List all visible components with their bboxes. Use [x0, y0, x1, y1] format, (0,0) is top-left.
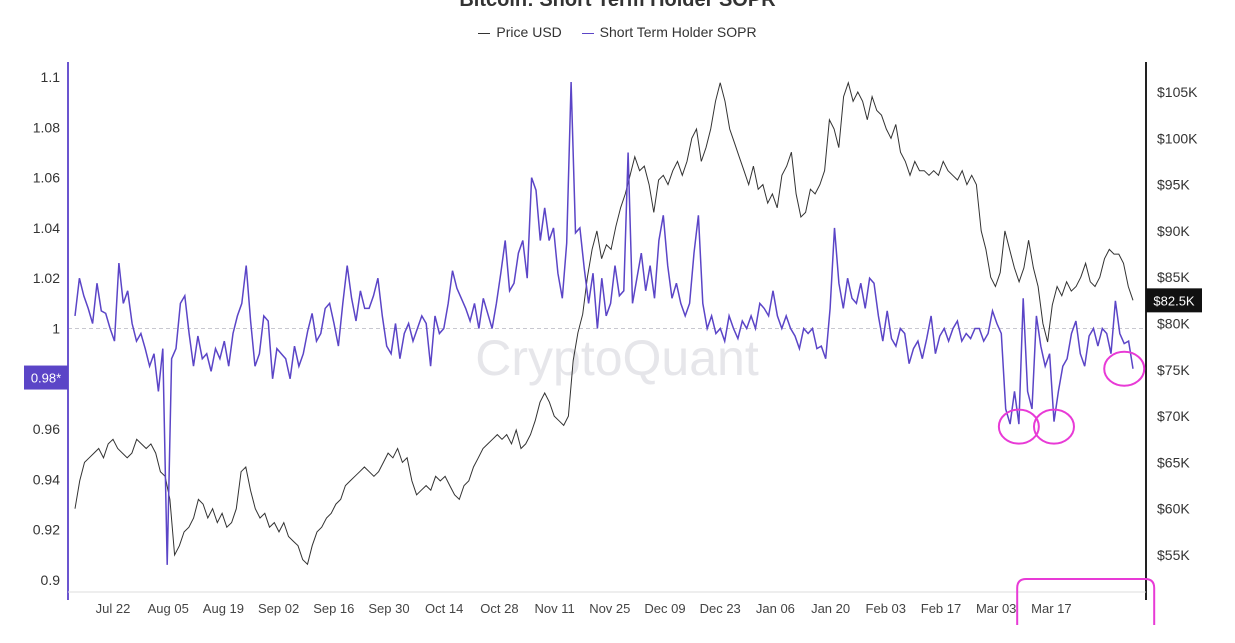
x-tick-label: Oct 14 [425, 601, 463, 616]
right-tick-label: $70K [1157, 408, 1190, 424]
x-tick-label: Nov 25 [589, 601, 630, 616]
sopr-line [74, 81, 1134, 565]
chart-title: Bitcoin: Short Term Holder SOPR [459, 0, 776, 11]
left-tick-label: 0.92 [33, 522, 60, 538]
left-tick-label: 0.9 [41, 572, 61, 588]
labels-layer: 1.11.081.061.041.0210.980.960.940.920.9$… [24, 69, 1202, 616]
right-tick-label: $85K [1157, 269, 1190, 285]
x-tick-label: Mar 17 [1031, 601, 1071, 616]
x-tick-label: Aug 19 [203, 601, 244, 616]
right-tick-label: $95K [1157, 177, 1190, 193]
legend-label-sopr: Short Term Holder SOPR [599, 24, 757, 40]
price-usd-line [74, 80, 1134, 566]
current-sopr-badge-label: 0.98* [31, 371, 61, 386]
left-tick-label: 1 [52, 321, 60, 337]
x-tick-label: Sep 16 [313, 601, 354, 616]
x-tick-label: Jan 06 [756, 601, 795, 616]
right-tick-label: $65K [1157, 454, 1190, 470]
left-tick-label: 1.1 [41, 69, 61, 85]
legend-item-price[interactable]: Price USD [478, 24, 562, 40]
left-tick-label: 1.02 [33, 270, 60, 286]
right-tick-label: $75K [1157, 362, 1190, 378]
x-tick-label: Feb 17 [921, 601, 961, 616]
current-price-badge [1146, 288, 1202, 313]
chart-legend[interactable]: Price USD Short Term Holder SOPR [0, 24, 1235, 40]
x-tick-label: Nov 11 [534, 601, 574, 616]
left-tick-label: 1.04 [33, 220, 60, 236]
legend-label-price: Price USD [496, 24, 562, 40]
x-tick-label: Sep 02 [258, 601, 299, 616]
annotation-layer [997, 350, 1156, 625]
current-sopr-badge [24, 365, 68, 390]
x-tick-label: Aug 05 [148, 601, 189, 616]
series-layer [74, 80, 1134, 566]
right-tick-label: $80K [1157, 316, 1190, 332]
x-tick-label: Dec 23 [700, 601, 741, 616]
axes-layer [67, 62, 1147, 600]
right-tick-label: $90K [1157, 223, 1190, 239]
legend-swatch-price [478, 32, 491, 34]
legend-swatch-sopr [581, 32, 594, 34]
x-tick-label: Jan 20 [811, 601, 850, 616]
left-tick-label: 1.08 [33, 119, 60, 135]
legend-item-sopr[interactable]: Short Term Holder SOPR [581, 24, 757, 40]
right-tick-label: $105K [1157, 84, 1198, 100]
watermark-text: CryptoQuant [475, 330, 759, 386]
x-tick-label: Oct 28 [480, 601, 518, 616]
x-tick-label: Mar 03 [976, 601, 1016, 616]
x-tick-label: Sep 30 [368, 601, 409, 616]
right-tick-label: $60K [1157, 501, 1190, 517]
highlight-circle [1032, 408, 1075, 445]
current-price-badge-label: $82.5K [1153, 293, 1195, 308]
highlight-circle [997, 408, 1040, 445]
left-tick-label: 0.96 [33, 421, 60, 437]
right-tick-label: $100K [1157, 130, 1198, 146]
highlight-circle [1103, 350, 1146, 387]
highlight-box [1016, 578, 1156, 625]
left-tick-label: 1.06 [33, 170, 60, 186]
x-tick-label: Dec 09 [644, 601, 685, 616]
right-tick-label: $55K [1157, 547, 1190, 563]
x-tick-label: Feb 03 [866, 601, 906, 616]
x-tick-label: Jul 22 [96, 601, 131, 616]
left-tick-label: 0.94 [33, 471, 60, 487]
